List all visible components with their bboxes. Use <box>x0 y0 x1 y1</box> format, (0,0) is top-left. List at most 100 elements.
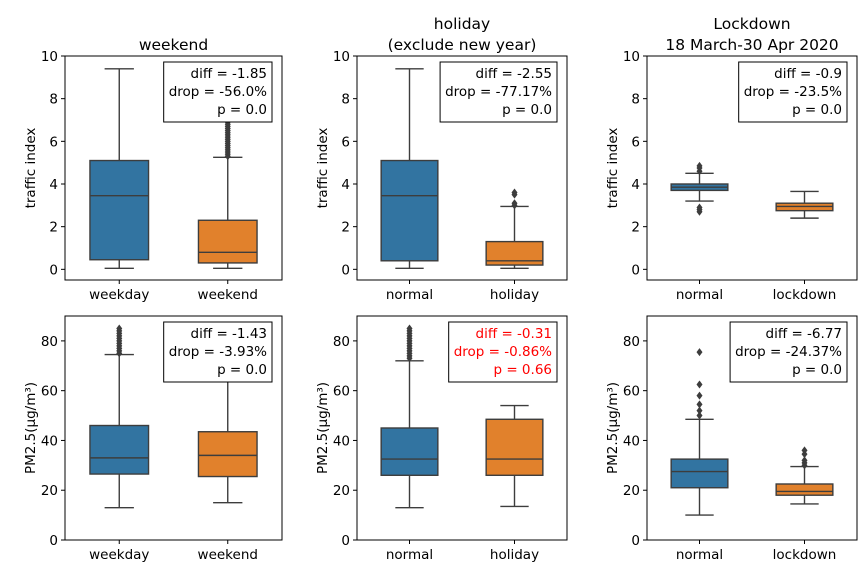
panel-6: 0 20 40 60 80 normal lockdown PM2.5(μg/m³) diff … <box>605 315 858 563</box>
outlier-point <box>696 411 703 420</box>
y-tick-label: 0 <box>341 533 350 549</box>
outlier-point <box>801 446 808 455</box>
outlier-point <box>116 324 123 333</box>
outlier-point <box>696 203 703 212</box>
box-lockdown <box>775 190 834 219</box>
box-iqr <box>197 431 258 478</box>
box-iqr <box>89 424 150 475</box>
box-iqr <box>89 159 150 261</box>
y-tick-label: 60 <box>41 384 58 400</box>
x-tick-label: weekday <box>89 287 149 303</box>
annotation-line: diff = -1.85 <box>191 66 267 82</box>
axes-frame <box>356 315 568 541</box>
annotation-box <box>163 321 273 383</box>
axes-frame <box>646 315 858 541</box>
annotation-box <box>729 321 848 383</box>
y-axis-label: PM2.5(μg/m³) <box>605 382 621 474</box>
y-tick-label: 6 <box>631 134 640 150</box>
x-tick-label: normal <box>676 547 723 563</box>
y-tick-label: 0 <box>49 262 58 278</box>
annotation-line: drop = -0.86% <box>454 344 552 360</box>
y-tick-label: 4 <box>341 177 350 193</box>
panel-1: 0 2 4 6 8 10 weekday weekend traffic index weeken… <box>23 36 283 303</box>
x-tick-label: normal <box>386 547 433 563</box>
x-tick-label: lockdown <box>773 547 837 563</box>
x-tick-label: weekday <box>89 547 149 563</box>
y-axis-label: PM2.5(μg/m³) <box>23 382 39 474</box>
y-axis-label: traffic index <box>315 128 331 209</box>
outlier-point <box>696 400 703 409</box>
box-normal <box>670 348 729 516</box>
axes-frame <box>356 55 568 281</box>
y-tick-label: 20 <box>41 483 58 499</box>
x-tick-label: lockdown <box>773 287 837 303</box>
annotation-line: diff = -1.43 <box>191 326 267 342</box>
outlier-point <box>696 348 703 357</box>
y-tick-label: 0 <box>341 262 350 278</box>
box-normal <box>380 68 439 269</box>
annotation-line: p = 0.0 <box>792 362 842 378</box>
panel-3: 0 2 4 6 8 10 normal lockdown traffic index Lockdo… <box>605 15 858 303</box>
stats-annotation: diff = -1.43 drop = -3.93% p = 0.0 <box>163 321 273 383</box>
y-tick-label: 8 <box>49 92 58 108</box>
x-tick-label: weekend <box>198 547 258 563</box>
annotation-line: drop = -56.0% <box>169 84 267 100</box>
box-iqr <box>197 219 258 264</box>
axes-frame <box>64 315 283 541</box>
x-tick-label: weekend <box>198 287 258 303</box>
y-tick-label: 4 <box>631 177 640 193</box>
outlier-point <box>696 391 703 400</box>
annotation-line: p = 0.0 <box>217 362 267 378</box>
outlier-point <box>801 456 808 465</box>
y-tick-label: 4 <box>49 177 58 193</box>
panel-5: 0 20 40 60 80 normal holiday PM2.5(μg/m³) diff =… <box>315 315 568 563</box>
stats-annotation: diff = -0.31 drop = -0.86% p = 0.66 <box>448 321 558 383</box>
y-tick-label: 40 <box>623 433 640 449</box>
box-iqr <box>775 483 834 496</box>
annotation-line: drop = -77.17% <box>445 84 552 100</box>
annotation-line: p = 0.0 <box>792 102 842 118</box>
panel-title: Lockdown <box>713 15 790 33</box>
y-tick-label: 8 <box>631 92 640 108</box>
y-tick-label: 80 <box>623 334 640 350</box>
y-tick-label: 0 <box>49 533 58 549</box>
annotation-line: drop = -23.5% <box>744 84 842 100</box>
y-tick-label: 60 <box>623 384 640 400</box>
y-tick-label: 60 <box>333 384 350 400</box>
y-tick-label: 20 <box>623 483 640 499</box>
panel-2: 0 2 4 6 8 10 normal holiday traffic index holiday… <box>315 15 568 303</box>
y-tick-label: 6 <box>49 134 58 150</box>
annotation-box <box>738 61 848 123</box>
box-iqr <box>380 159 439 262</box>
y-tick-label: 0 <box>631 262 640 278</box>
outlier-point <box>696 380 703 389</box>
x-tick-label: normal <box>386 287 433 303</box>
annotation-line: p = 0.0 <box>502 102 552 118</box>
y-tick-label: 40 <box>333 433 350 449</box>
panel-title: holiday <box>434 15 490 33</box>
annotation-line: diff = -0.31 <box>476 326 552 342</box>
y-tick-label: 10 <box>623 49 640 65</box>
y-tick-label: 10 <box>333 49 350 65</box>
y-tick-label: 80 <box>333 334 350 350</box>
y-axis-label: traffic index <box>605 128 621 209</box>
x-tick-label: holiday <box>490 547 539 563</box>
x-tick-label: holiday <box>490 287 539 303</box>
annotation-line: p = 0.0 <box>217 102 267 118</box>
box-weekday <box>89 68 150 269</box>
outlier-point <box>696 161 703 170</box>
outlier-point <box>511 199 518 208</box>
box-holiday <box>485 404 544 508</box>
y-axis-label: traffic index <box>23 128 39 209</box>
stats-annotation: diff = -6.77 drop = -24.37% p = 0.0 <box>729 321 848 383</box>
annotation-box <box>448 321 558 383</box>
y-tick-label: 80 <box>41 334 58 350</box>
y-tick-label: 20 <box>333 483 350 499</box>
box-normal <box>380 324 439 509</box>
panel-title: (exclude new year) <box>388 36 537 54</box>
annotation-line: drop = -24.37% <box>735 344 842 360</box>
y-tick-label: 6 <box>341 134 350 150</box>
stats-annotation: diff = -2.55 drop = -77.17% p = 0.0 <box>439 61 558 123</box>
outlier-point <box>696 406 703 415</box>
